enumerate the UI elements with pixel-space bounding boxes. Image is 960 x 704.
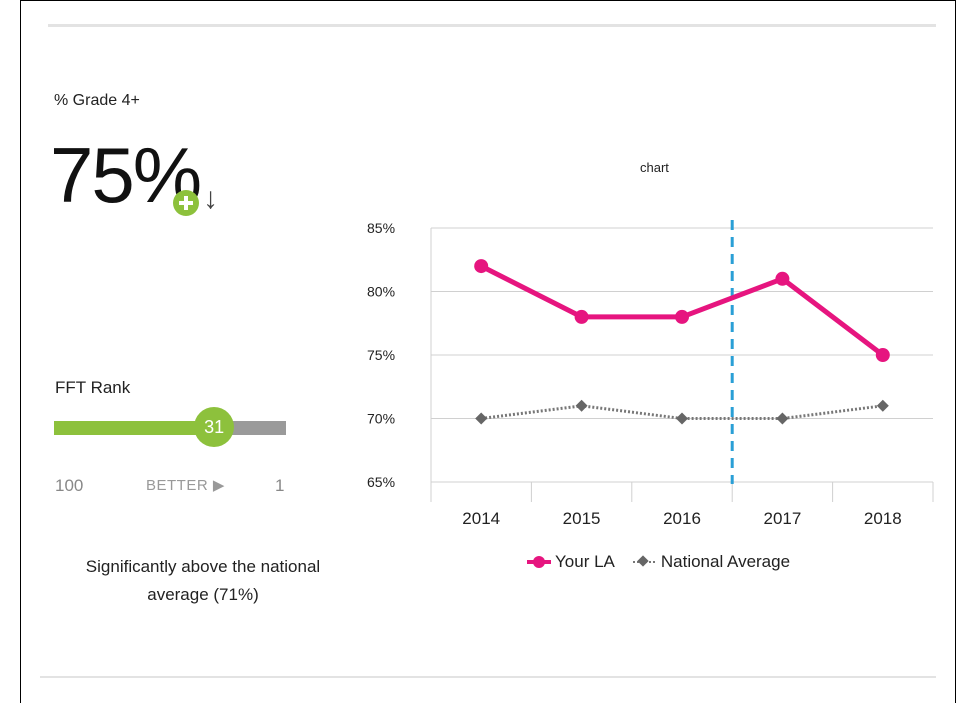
panel-frame (20, 0, 956, 703)
data-point-your-la (675, 309, 689, 324)
chart-legend: Your LA National Average (527, 552, 808, 572)
rank-slider: 31 (54, 407, 286, 447)
data-point-your-la (875, 348, 890, 362)
summary-line-1: Significantly above the national (85, 557, 321, 576)
rank-slider-fill (54, 421, 215, 435)
data-point-national-average (475, 412, 488, 425)
rank-label: FFT Rank (55, 378, 131, 397)
legend-label-your-la: Your LA (555, 552, 615, 571)
plus-circle-icon (173, 190, 199, 216)
x-tick-label: 2018 (864, 509, 902, 528)
x-tick-label: 2015 (563, 509, 601, 528)
x-tick-label: 2014 (462, 509, 500, 528)
legend-swatch-national-average (632, 555, 655, 569)
rank-knob: 31 (194, 407, 235, 447)
data-point-national-average (575, 399, 588, 412)
y-tick-label: 65% (367, 474, 395, 490)
legend-item-your-la: Your LA (527, 552, 615, 572)
y-tick-label: 85% (367, 220, 395, 236)
legend-item-national-average: National Average (632, 552, 791, 572)
legend-swatch-your-la (527, 555, 551, 569)
data-point-your-la (775, 271, 790, 286)
top-divider (48, 24, 936, 27)
rank-min-label: 100 (55, 476, 84, 495)
bottom-divider (40, 676, 936, 678)
y-tick-label: 70% (367, 411, 395, 427)
x-tick-label: 2017 (763, 509, 801, 528)
series-line-national-average (481, 404, 883, 420)
legend-label-national-average: National Average (660, 552, 791, 571)
data-point-national-average (676, 412, 688, 425)
summary-line-2: average (71%) (147, 585, 259, 604)
line-chart: 85% 80% 75% 70% 65% 2014 2015 2016 2017 2018 (367, 220, 934, 528)
summary-text: Significantly above the national average… (68, 553, 338, 609)
rank-max-label: 1 (275, 476, 285, 495)
down-arrow-icon: ↓ (203, 182, 218, 215)
y-tick-label: 75% (367, 347, 395, 363)
y-tick-label: 80% (367, 284, 395, 300)
data-point-national-average (776, 412, 789, 425)
data-point-national-average (876, 399, 889, 412)
rank-better-label: BETTER ▶ (146, 477, 225, 494)
data-point-your-la (474, 259, 489, 274)
metric-label: % Grade 4+ (54, 92, 140, 109)
x-tick-label: 2016 (663, 509, 701, 528)
data-point-your-la (574, 309, 589, 324)
chart-title: chart (640, 160, 669, 175)
